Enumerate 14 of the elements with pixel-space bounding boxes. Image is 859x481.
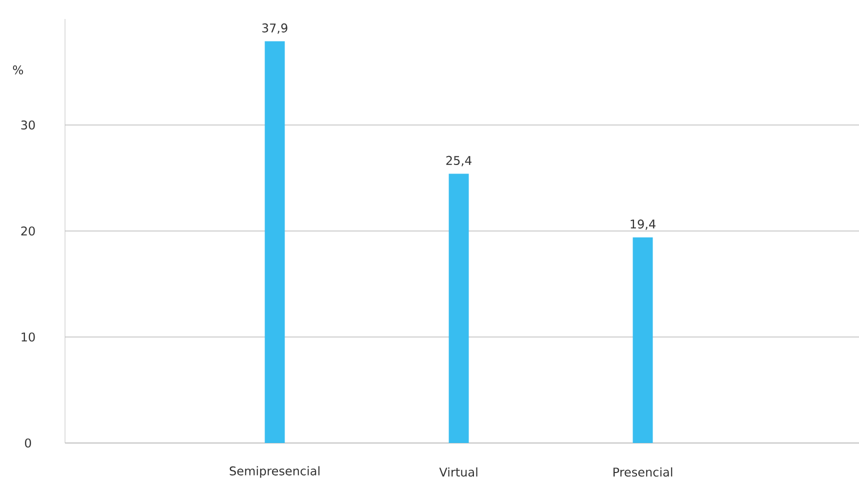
y-axis-title: % [12, 65, 24, 74]
y-tick-label: 30 [21, 120, 35, 130]
y-tick-label: 0 [24, 438, 32, 448]
bar [448, 174, 469, 443]
x-tick-label: Semipresencial [230, 466, 320, 478]
y-tick-label: 20 [21, 226, 35, 236]
x-tick-label: Presencial [613, 467, 672, 477]
bar [632, 237, 653, 443]
data-label: 37,9 [262, 23, 288, 34]
y-tick-label: 10 [22, 332, 35, 342]
bar [264, 41, 285, 443]
data-label: 19,4 [630, 220, 656, 230]
x-tick-label: Virtual [439, 467, 478, 477]
data-label: 25,4 [446, 156, 472, 166]
